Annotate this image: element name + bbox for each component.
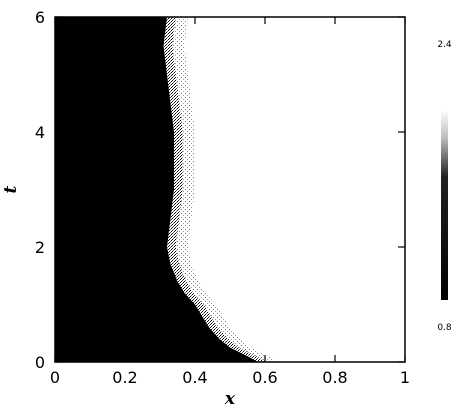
colorbar-min-label: 0.8 <box>437 323 452 333</box>
axes: 0 0.2 0.4 0.6 0.8 1 0 2 4 6 x t <box>1 8 410 409</box>
colorbar-scale <box>441 110 448 300</box>
y-tick-label: 2 <box>35 238 45 257</box>
colorbar-max-label: 2.4 <box>437 40 452 50</box>
x-tick-label: 1 <box>400 368 410 387</box>
x-tick-label: 0.4 <box>182 368 207 387</box>
x-axis-label: x <box>224 389 236 409</box>
plot-frame <box>54 16 406 363</box>
transition-band-outer <box>163 17 279 362</box>
x-tick-label: 0 <box>50 368 60 387</box>
x-tick-label: 0.8 <box>322 368 347 387</box>
x-tick-label: 0.6 <box>252 368 277 387</box>
y-tick-label: 6 <box>35 8 45 27</box>
y-axis-label: t <box>1 185 21 193</box>
y-tick-label: 4 <box>35 123 45 142</box>
heatmap-plot-area <box>55 17 405 362</box>
x-tick-label: 0.2 <box>112 368 137 387</box>
y-tick-label: 0 <box>35 353 45 372</box>
high-value-region <box>55 17 258 362</box>
colorbar: 2.4 0.8 <box>437 40 452 333</box>
